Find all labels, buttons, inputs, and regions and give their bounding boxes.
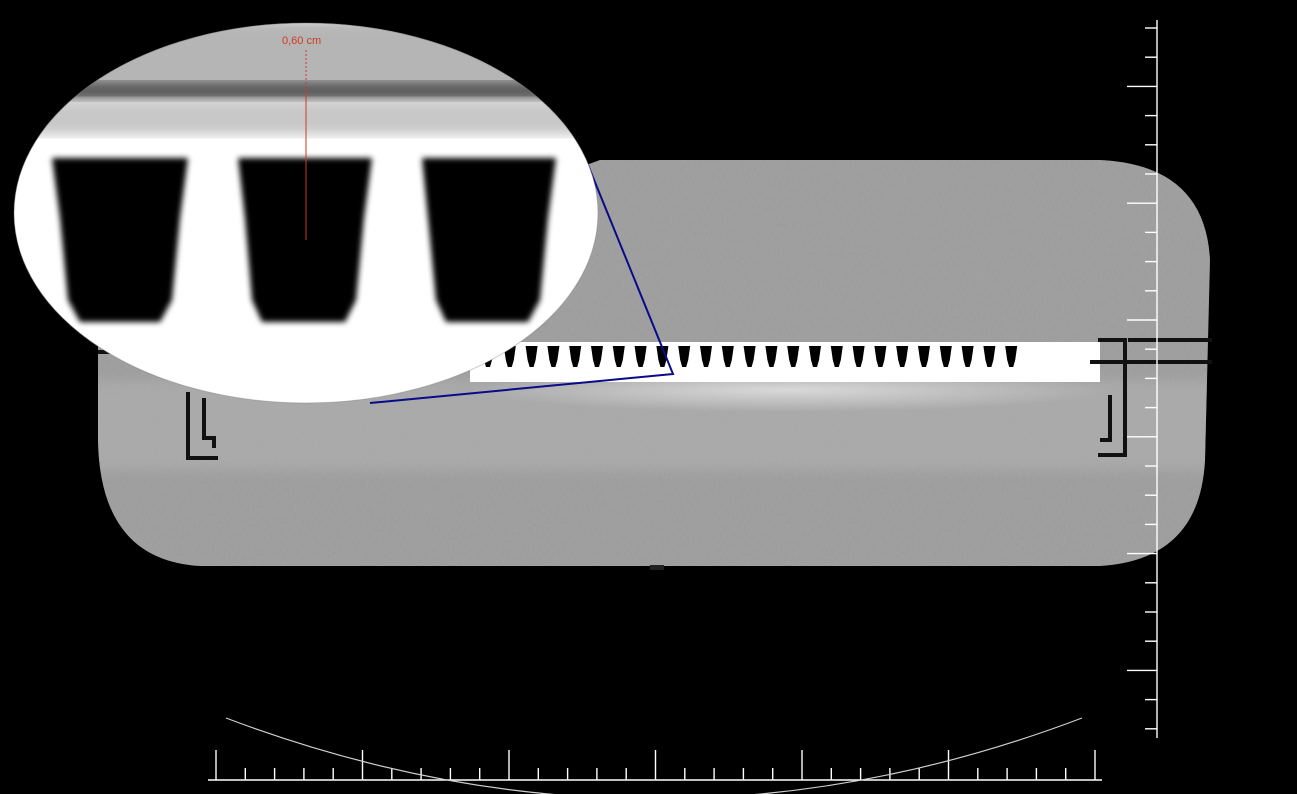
strip-tooth xyxy=(612,346,625,367)
strip-tooth xyxy=(743,346,756,367)
strip-tooth xyxy=(939,346,952,367)
strip-tooth xyxy=(591,346,603,367)
strip-tooth xyxy=(525,346,538,367)
strip-tooth xyxy=(547,346,560,367)
strip-tooth xyxy=(961,346,974,367)
strip-tooth xyxy=(721,346,734,367)
strip-tooth xyxy=(678,346,691,367)
zoom-tooth-2 xyxy=(238,158,372,322)
strip-tooth xyxy=(983,346,996,367)
strip-tooth xyxy=(896,346,909,367)
strip-tooth xyxy=(700,346,712,367)
strip-tooth xyxy=(569,346,582,367)
strip-tooth xyxy=(787,346,800,367)
field-of-view-arc xyxy=(225,717,1083,794)
metal-strip xyxy=(470,342,1110,412)
strip-tooth xyxy=(765,346,778,367)
strip-tooth xyxy=(830,346,843,367)
measurement-label: 0,60 cm xyxy=(282,35,322,47)
strip-tooth xyxy=(874,346,887,367)
right-bracket xyxy=(1090,338,1212,457)
strip-tooth xyxy=(656,346,669,367)
zoom-connector xyxy=(369,164,675,404)
horizontal-scale-ruler xyxy=(208,750,1102,781)
strip-tooth xyxy=(634,346,647,367)
zoom-inset[interactable] xyxy=(10,20,610,420)
zoom-tooth-3 xyxy=(422,158,556,322)
zoom-tooth-1 xyxy=(52,158,188,322)
strip-tooth xyxy=(503,346,516,367)
strip-tooth xyxy=(1005,346,1018,367)
vertical-scale-ruler xyxy=(1127,20,1158,738)
strip-tooth xyxy=(918,346,930,367)
phantom-marker xyxy=(650,565,664,570)
strip-tooth xyxy=(809,346,821,367)
strip-tooth xyxy=(852,346,865,367)
